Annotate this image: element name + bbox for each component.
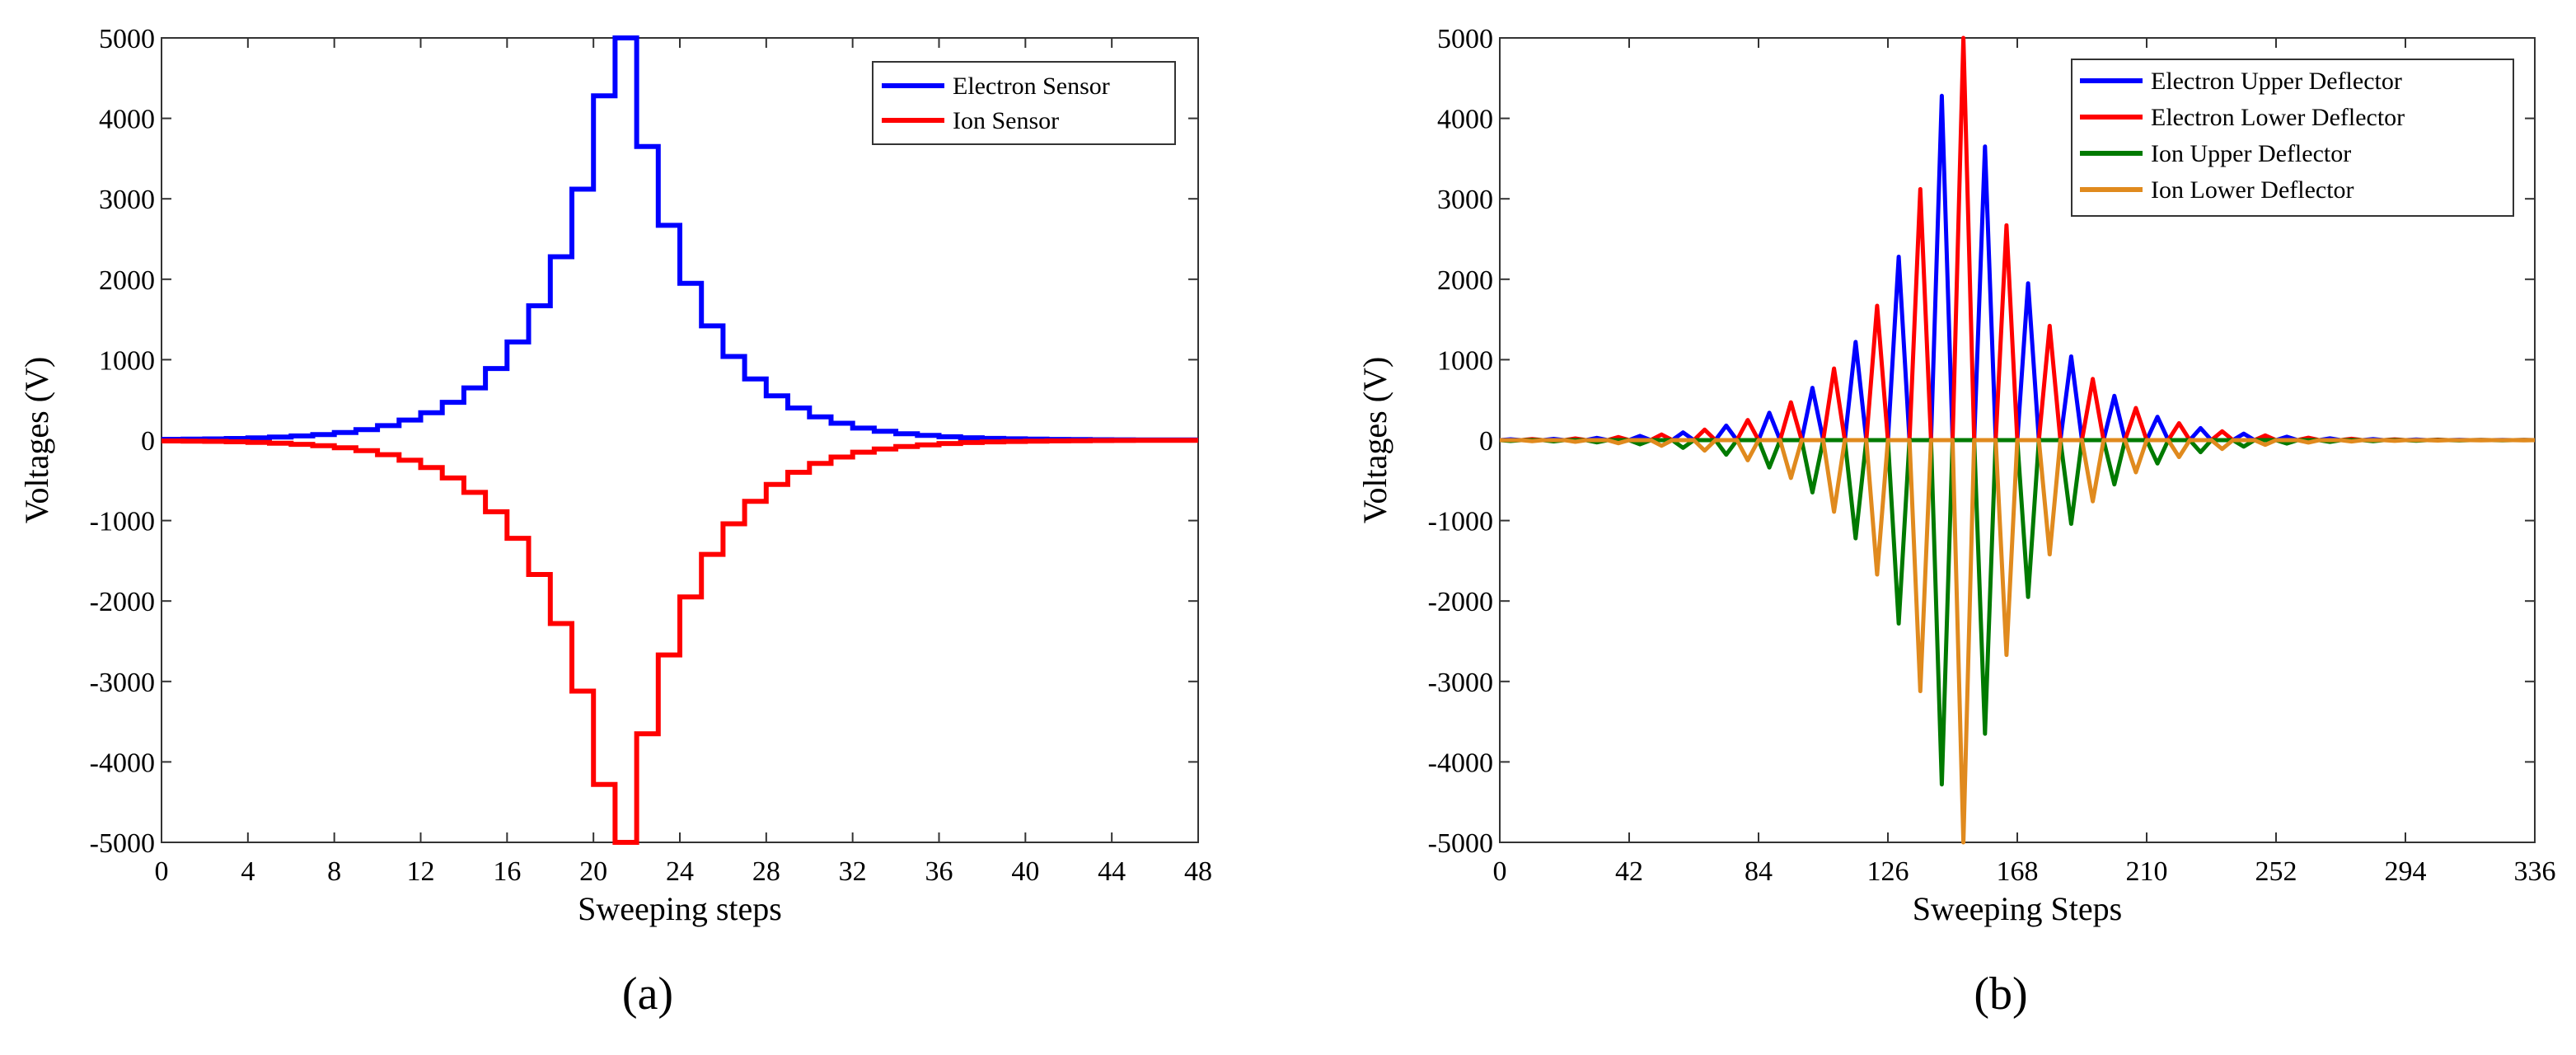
- chart-b-ytick-label: -1000: [1428, 507, 1493, 537]
- chart-a-xtick-label: 8: [327, 856, 341, 887]
- chart-a-ytick-label: 5000: [99, 24, 155, 54]
- chart-a-ytick-label: -2000: [90, 587, 155, 617]
- chart-b: 5000 4000 3000 2000 1000 0 -1000 -2000 -3000 -400…: [1356, 24, 2556, 1020]
- chart-a-xtick-label: 24: [666, 856, 694, 887]
- chart-a-xtick-label: 44: [1098, 856, 1126, 887]
- chart-b-xtick-label: 126: [1867, 856, 1909, 887]
- chart-a-ytick-label: -1000: [90, 507, 155, 537]
- chart-a-ytick-label: -3000: [90, 668, 155, 698]
- chart-b-legend-label-e-upper: Electron Upper Deflector: [2151, 68, 2402, 95]
- chart-a-xtick-label: 36: [925, 856, 953, 887]
- chart-b-ytick-label: 2000: [1437, 265, 1493, 296]
- chart-b-panel-label: (b): [1974, 968, 2027, 1020]
- chart-a-series-line-ion-sensor: [162, 438, 1198, 845]
- chart-a-y-ticks: 5000 4000 3000 2000 1000 0 -1000 -2000 -3000 -400…: [90, 24, 1198, 859]
- chart-a-xtick-label: 20: [579, 856, 607, 887]
- chart-b-series-line-ion-lower: [1500, 438, 2536, 845]
- chart-a-legend-label-ion: Ion Sensor: [953, 107, 1059, 134]
- chart-b-legend: Electron Upper Deflector Electron Lower …: [2071, 59, 2514, 217]
- chart-b-xtick-label: 252: [2255, 856, 2297, 887]
- chart-a-legend: Electron Sensor Ion Sensor: [872, 61, 1176, 145]
- chart-b-legend-label-i-lower: Ion Lower Deflector: [2151, 176, 2354, 204]
- chart-a-xtick-label: 28: [752, 856, 780, 887]
- chart-b-legend-box: [2071, 59, 2514, 217]
- chart-a-series: [162, 35, 1198, 845]
- chart-a-xlabel: Sweeping steps: [578, 890, 782, 927]
- chart-a-ytick-label: 3000: [99, 185, 155, 215]
- chart-a-xtick-label: 40: [1011, 856, 1039, 887]
- chart-b-series: [1499, 35, 2536, 845]
- chart-a-legend-box: [872, 61, 1176, 145]
- chart-a-panel-label: (a): [622, 968, 673, 1020]
- chart-a-ytick-label: 4000: [99, 105, 155, 135]
- chart-a-xtick-label: 32: [839, 856, 867, 887]
- chart-b-xtick-label: 168: [1997, 856, 2039, 887]
- chart-b-xtick-label: 0: [1493, 856, 1507, 887]
- chart-a-ytick-label: -4000: [90, 748, 155, 778]
- chart-b-ytick-label: 0: [1479, 426, 1493, 457]
- chart-b-ytick-label: -3000: [1428, 668, 1493, 698]
- chart-a-ylabel: Voltages (V): [18, 357, 55, 524]
- chart-b-xlabel: Sweeping Steps: [1913, 890, 2122, 927]
- chart-b-ytick-label: -2000: [1428, 587, 1493, 617]
- chart-b-legend-label-i-upper: Ion Upper Deflector: [2151, 140, 2351, 167]
- chart-a-xtick-label: 12: [407, 856, 435, 887]
- chart-a-ytick-label: 1000: [99, 345, 155, 376]
- chart-b-legend-label-e-lower: Electron Lower Deflector: [2151, 104, 2405, 131]
- chart-a-xtick-label: 0: [155, 856, 169, 887]
- chart-a-xtick-label: 16: [493, 856, 521, 887]
- chart-a-series-line-electron-sensor: [162, 35, 1198, 443]
- chart-a-ytick-label: 0: [141, 426, 155, 457]
- chart-b-xtick-label: 84: [1745, 856, 1773, 887]
- chart-b-ytick-label: -4000: [1428, 748, 1493, 778]
- chart-b-ytick-label: 4000: [1437, 105, 1493, 135]
- chart-b-xtick-label: 294: [2385, 856, 2427, 887]
- chart-b-ytick-label: 5000: [1437, 24, 1493, 54]
- chart-b-ytick-label: 3000: [1437, 185, 1493, 215]
- chart-a-ytick-label: 2000: [99, 265, 155, 296]
- chart-b-y-ticks: 5000 4000 3000 2000 1000 0 -1000 -2000 -3000 -400…: [1428, 24, 2535, 859]
- chart-b-ytick-label: -5000: [1428, 828, 1493, 859]
- chart-b-xtick-label: 336: [2514, 856, 2556, 887]
- chart-b-xtick-label: 210: [2126, 856, 2168, 887]
- chart-a-ytick-label: -5000: [90, 828, 155, 859]
- chart-b-ylabel: Voltages (V): [1356, 357, 1393, 524]
- chart-a-xtick-label: 48: [1184, 856, 1212, 887]
- chart-b-x-ticks: 0 42 84 126 168 210 252 294 336: [1493, 38, 2556, 887]
- chart-a-x-ticks: 0 4 8 12 16 20 24 28 32 36 40 44 48: [155, 38, 1212, 887]
- chart-a-xtick-label: 4: [241, 856, 255, 887]
- chart-a-legend-label-electron: Electron Sensor: [953, 73, 1110, 100]
- chart-b-ytick-label: 1000: [1437, 345, 1493, 376]
- chart-b-xtick-label: 42: [1615, 856, 1643, 887]
- chart-a: 5000 4000 3000 2000 1000 0 -1000 -2000 -3000 -400…: [18, 24, 1212, 1020]
